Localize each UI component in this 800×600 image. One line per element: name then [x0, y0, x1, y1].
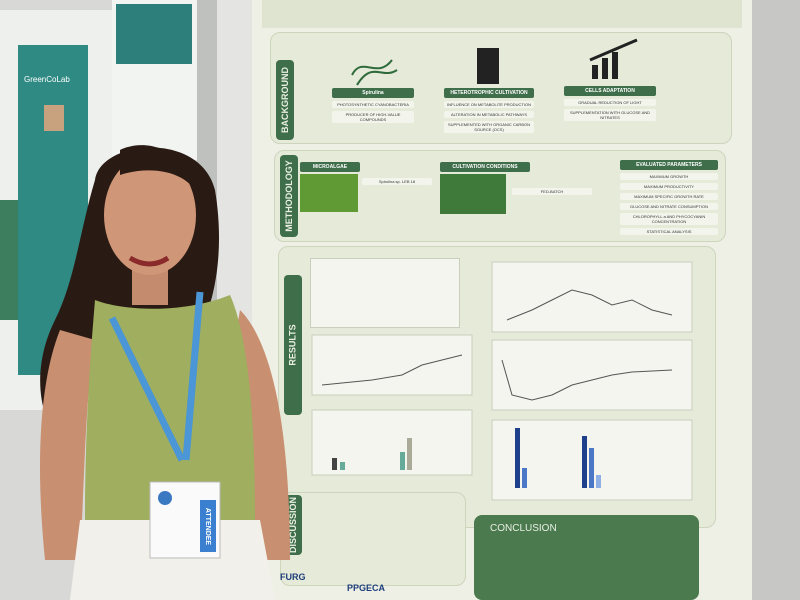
figure-bar — [522, 468, 527, 488]
column-title: HETEROTROPHIC CULTIVATION — [444, 88, 534, 98]
column-point: FED-BATCH — [512, 188, 592, 195]
booth-wall-right — [752, 0, 800, 600]
poster-header — [262, 0, 742, 28]
column-title: Spirulina — [332, 88, 414, 98]
column-title: MICROALGAE — [300, 162, 360, 172]
figure-bar — [596, 475, 601, 488]
left-arm — [40, 330, 95, 560]
conclusion-section: CONCLUSION — [474, 515, 699, 600]
bar-icon — [602, 58, 608, 79]
section-tab: RESULTS — [284, 275, 302, 415]
column-point: Spirulina sp. LEB 18 — [362, 178, 432, 185]
methodology-point-block: FED-BATCH — [512, 185, 592, 195]
section-tab: METHODOLOGY — [280, 155, 298, 237]
cultivation-image — [440, 174, 506, 214]
methodology-point-block: Spirulina sp. LEB 18 — [362, 175, 432, 185]
figure-bar — [400, 452, 405, 470]
bioreactor-icon — [477, 48, 499, 84]
results-figures — [311, 261, 693, 501]
hair-top — [120, 145, 200, 200]
figure-bar — [582, 436, 587, 488]
column-point: SUPPLEMENTED WITH ORGANIC CARBON SOURCE … — [444, 121, 534, 133]
figure-bar — [515, 428, 520, 488]
column-title: CULTIVATION CONDITIONS — [440, 162, 530, 172]
bar-icon — [592, 65, 598, 79]
lanyard — [108, 291, 204, 462]
column-point: ALTERATION IN METABOLIC PATHWAYS — [444, 111, 534, 118]
white-pants — [70, 520, 275, 600]
column-point: INFLUENCE ON METABOLITE PRODUCTION — [444, 101, 534, 108]
column-point: SUPPLEMENTATION WITH GLUCOSE AND NITRATE… — [564, 109, 656, 121]
logo: FURG — [280, 572, 306, 582]
figure-bar — [407, 438, 412, 470]
methodology-column: CULTIVATION CONDITIONS — [440, 162, 530, 214]
spirulina-icon — [351, 59, 398, 86]
section-tab: BACKGROUND — [276, 60, 294, 140]
column-point: GLUCOSE AND NITRATE CONSUMPTION — [620, 203, 718, 210]
figure-panel — [311, 334, 473, 396]
figure-bar — [332, 458, 337, 470]
photo-portrait — [44, 105, 64, 131]
badge-label: ATTENDEE — [204, 507, 212, 545]
column-point: PRODUCER OF HIGH-VALUE COMPOUNDS — [332, 111, 414, 123]
figure-line — [506, 289, 673, 321]
smile — [128, 255, 170, 267]
left-poster-edge — [0, 200, 18, 320]
figure-line — [501, 359, 673, 401]
column-title: EVALUATED PARAMETERS — [620, 160, 718, 170]
background-icons — [351, 38, 638, 86]
discussion-section — [280, 492, 466, 586]
badge-logo — [158, 491, 172, 505]
column-title: CELLS ADAPTATION — [564, 86, 656, 96]
bar-icon — [612, 52, 618, 79]
figure-panel — [491, 261, 693, 333]
figure-panel — [311, 409, 473, 476]
background-column: HETEROTROPHIC CULTIVATION INFLUENCE ON M… — [444, 88, 534, 133]
main-poster: BACKGROUND Spirulina PHOTOSYNTHETIC CYAN… — [252, 0, 752, 600]
arrow-icon — [589, 38, 638, 62]
badge-strip: ATTENDEE — [200, 500, 216, 552]
results-table — [310, 258, 460, 328]
second-poster — [112, 0, 197, 160]
figure-bar — [589, 448, 594, 488]
figure-line — [321, 354, 463, 386]
second-poster-header — [116, 4, 192, 64]
column-point: MAXIMUM SPECIFIC GROWTH RATE — [620, 193, 718, 200]
right-arm — [235, 310, 290, 560]
logo: PPGECA — [347, 583, 386, 593]
left-poster-title: GreenCoLab — [24, 75, 70, 84]
column-point: GRADUAL REDUCTION OF LIGHT — [564, 99, 656, 106]
face — [104, 155, 196, 275]
column-point: MAXIMUM GROWTH — [620, 173, 718, 180]
column-point: STATISTICAL ANALYSIS — [620, 228, 718, 235]
methodology-column: MICROALGAE — [300, 162, 360, 212]
microalgae-image — [300, 174, 358, 212]
figure-bar — [340, 462, 345, 470]
background-column: CELLS ADAPTATION GRADUAL REDUCTION OF LI… — [564, 86, 656, 121]
section-label: CONCLUSION — [490, 523, 557, 534]
background-column: Spirulina PHOTOSYNTHETIC CYANOBACTERIA P… — [332, 88, 414, 123]
column-point: MAXIMUM PRODUCTIVITY — [620, 183, 718, 190]
methodology-column: EVALUATED PARAMETERS MAXIMUM GROWTH MAXI… — [620, 160, 718, 235]
column-point: PHOTOSYNTHETIC CYANOBACTERIA — [332, 101, 414, 108]
column-point: CHLOROPHYLL a AND PHYCOCYANIN CONCENTRAT… — [620, 213, 718, 225]
